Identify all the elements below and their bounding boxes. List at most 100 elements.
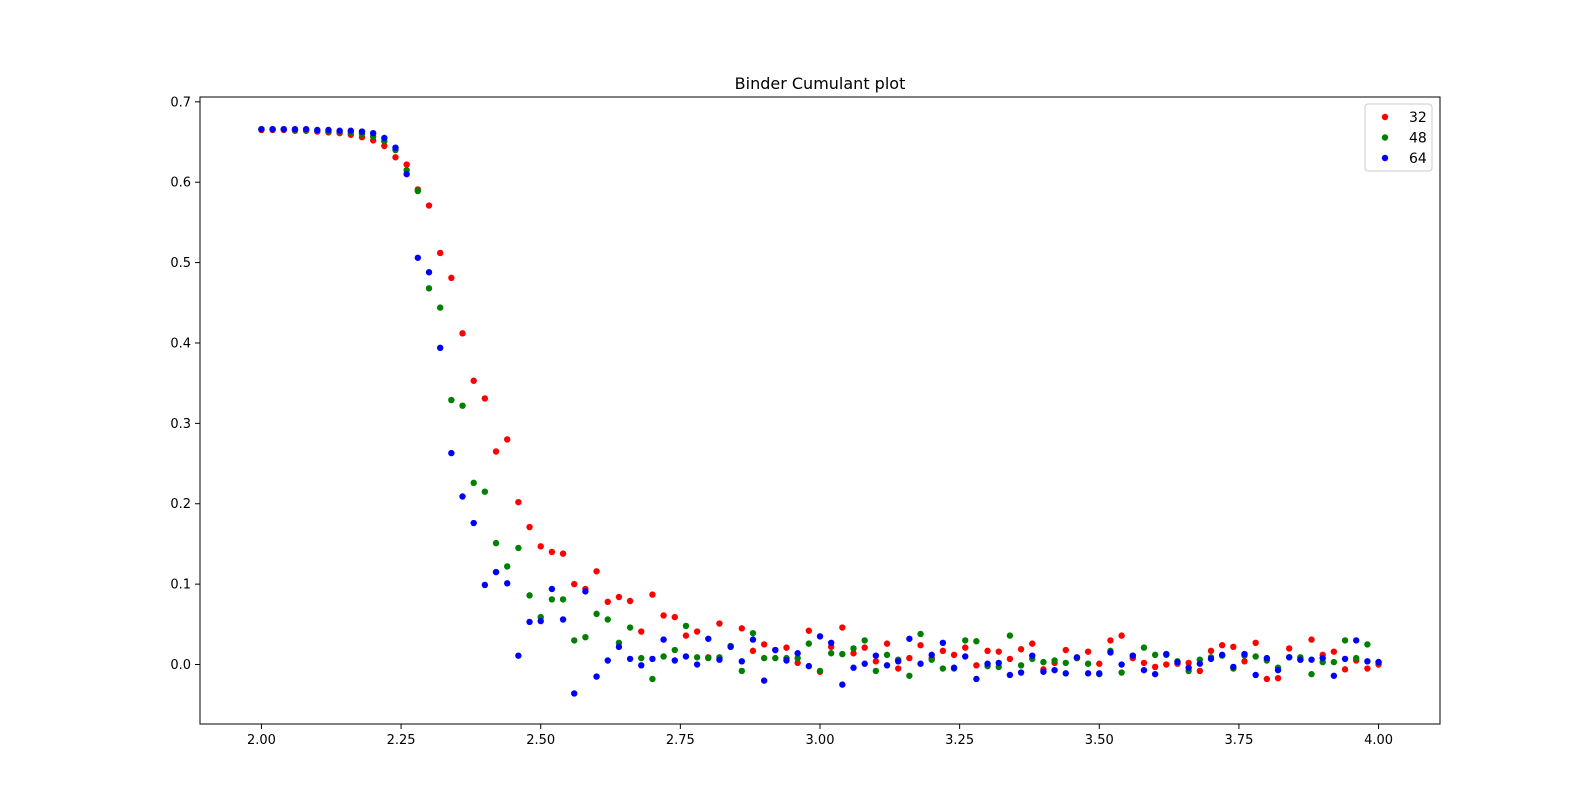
data-point [772,647,778,653]
data-point [649,656,655,662]
data-point [806,663,812,669]
data-point [426,202,432,208]
data-point [694,661,700,667]
data-point [739,668,745,674]
x-tick-label: 3.50 [1085,733,1114,748]
data-point [806,640,812,646]
data-point [1286,645,1292,651]
data-point [1320,655,1326,661]
data-point [1063,660,1069,666]
data-point [560,596,566,602]
data-point [605,657,611,663]
data-point [504,563,510,569]
data-point [1252,653,1258,659]
data-point [973,638,979,644]
data-point [638,662,644,668]
data-point [1007,632,1013,638]
data-point [269,126,275,132]
data-point [783,644,789,650]
data-point [861,637,867,643]
data-point [1107,637,1113,643]
data-point [694,654,700,660]
data-point [448,397,454,403]
data-point [549,596,555,602]
data-point [605,599,611,605]
data-point [884,652,890,658]
x-tick-label: 2.25 [387,733,416,748]
data-point [1118,661,1124,667]
data-point [437,250,443,256]
data-point [1063,670,1069,676]
data-point [1353,637,1359,643]
data-point [906,673,912,679]
data-point [459,493,465,499]
data-point [1152,664,1158,670]
data-point [1364,641,1370,647]
data-point [761,641,767,647]
data-point [940,648,946,654]
data-point [515,545,521,551]
data-point [962,637,968,643]
data-point [761,655,767,661]
data-point [426,269,432,275]
data-point [560,616,566,622]
data-point [929,652,935,658]
data-point [582,634,588,640]
data-point [683,653,689,659]
data-point [962,644,968,650]
data-point [482,488,488,494]
data-point [828,640,834,646]
data-point [873,658,879,664]
data-point [951,652,957,658]
data-point [1275,675,1281,681]
data-point [403,161,409,167]
y-tick-label: 0.4 [170,336,191,351]
legend: 324864 [1365,104,1432,171]
data-point [694,628,700,634]
data-point [593,568,599,574]
data-point [1297,656,1303,662]
data-point [470,520,476,526]
data-point [538,543,544,549]
data-point [1208,648,1214,654]
data-point [750,636,756,642]
data-point [482,395,488,401]
data-point [672,614,678,620]
data-point [727,644,733,650]
data-point [1208,656,1214,662]
data-point [806,628,812,634]
data-point [739,658,745,664]
data-point [817,668,823,674]
data-point [1331,659,1337,665]
data-point [549,549,555,555]
data-point [359,128,365,134]
data-point [482,582,488,588]
data-point [996,660,1002,666]
data-point [884,662,890,668]
data-point [1029,652,1035,658]
data-point [962,653,968,659]
data-point [817,633,823,639]
data-point [660,653,666,659]
data-point [1219,642,1225,648]
data-point [616,644,622,650]
data-point [1085,670,1091,676]
data-point [1353,655,1359,661]
x-tick-label: 2.50 [526,733,555,748]
y-tick-label: 0.3 [170,417,191,432]
data-point [1096,661,1102,667]
y-tick-label: 0.0 [170,658,191,673]
data-point [392,144,398,150]
data-point [1152,652,1158,658]
data-point [437,304,443,310]
data-point [1308,636,1314,642]
data-point [884,640,890,646]
data-point [627,656,633,662]
data-point [895,658,901,664]
data-point [560,550,566,556]
data-point [437,345,443,351]
data-point [873,668,879,674]
data-point [258,126,264,132]
data-point [660,636,666,642]
data-point [1141,644,1147,650]
